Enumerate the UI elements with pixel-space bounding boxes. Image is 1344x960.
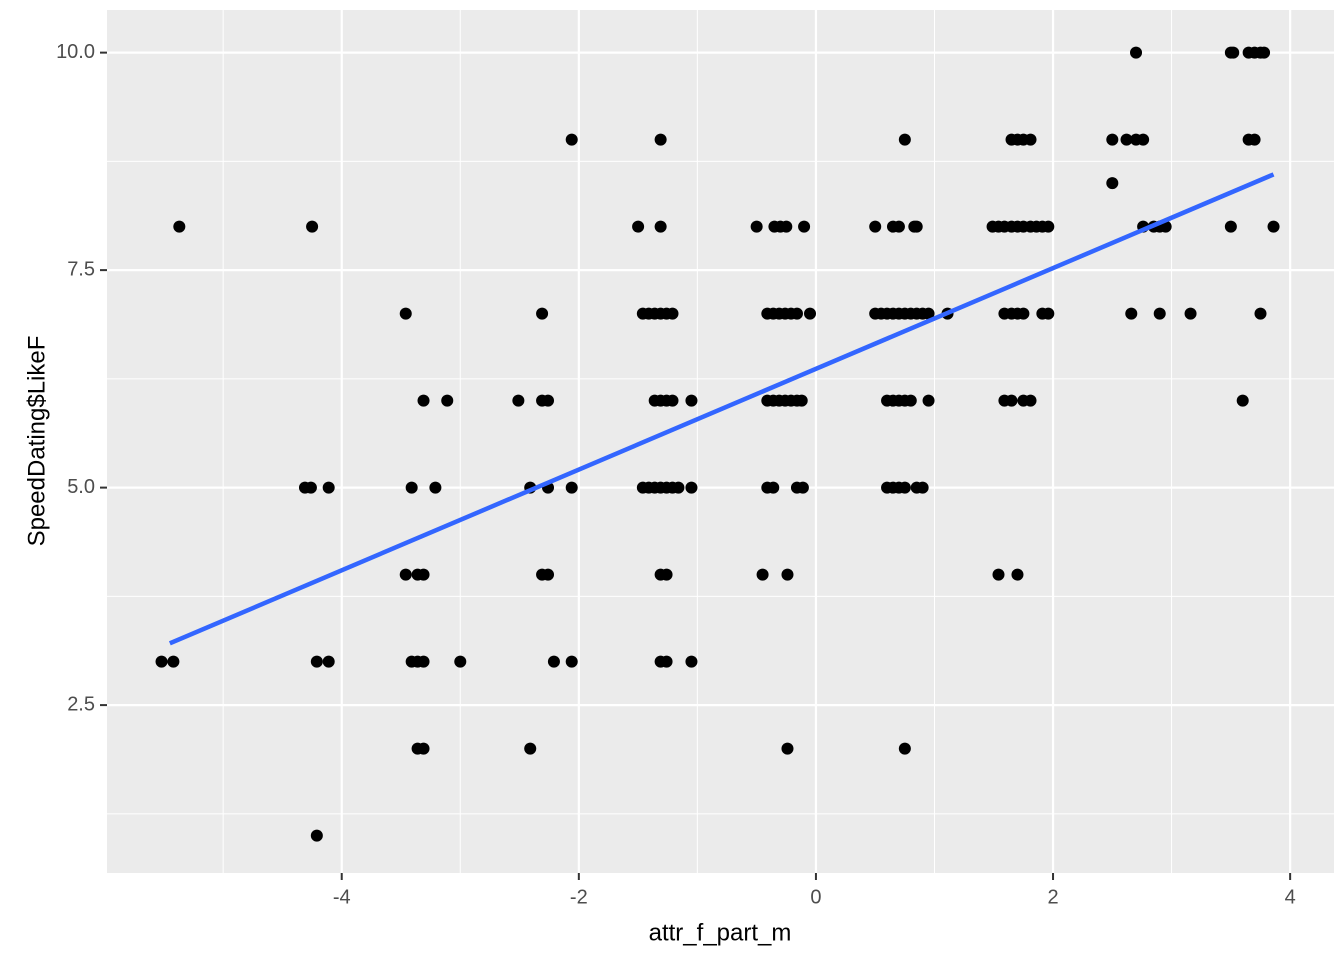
point bbox=[429, 481, 442, 494]
point bbox=[565, 481, 578, 494]
point bbox=[405, 481, 418, 494]
fit-line bbox=[168, 172, 1275, 646]
x-tick-label: -4 bbox=[333, 886, 351, 908]
point bbox=[1267, 220, 1280, 233]
point bbox=[1137, 133, 1150, 146]
point bbox=[173, 220, 186, 233]
point bbox=[685, 481, 698, 494]
point bbox=[1011, 568, 1024, 581]
point bbox=[547, 655, 560, 668]
point bbox=[1227, 46, 1240, 59]
x-tick-label: 2 bbox=[1047, 886, 1058, 908]
point bbox=[898, 481, 911, 494]
point bbox=[790, 307, 803, 320]
point bbox=[310, 829, 323, 842]
x-tick-label: 4 bbox=[1285, 886, 1296, 908]
point bbox=[1153, 307, 1166, 320]
point bbox=[322, 481, 335, 494]
point bbox=[1236, 394, 1249, 407]
point bbox=[898, 742, 911, 755]
point bbox=[756, 568, 769, 581]
x-tick-label: 0 bbox=[810, 886, 821, 908]
point bbox=[536, 307, 549, 320]
point bbox=[1248, 133, 1261, 146]
y-tick-label: 2.5 bbox=[67, 693, 95, 715]
point bbox=[654, 220, 667, 233]
point bbox=[922, 307, 935, 320]
point bbox=[798, 220, 811, 233]
point bbox=[565, 655, 578, 668]
point bbox=[1042, 220, 1055, 233]
point bbox=[322, 655, 335, 668]
point bbox=[310, 655, 323, 668]
point bbox=[1106, 133, 1119, 146]
point bbox=[750, 220, 763, 233]
point bbox=[1224, 220, 1237, 233]
grid bbox=[107, 10, 1334, 873]
x-tick-label: -2 bbox=[570, 886, 588, 908]
point bbox=[542, 568, 555, 581]
point bbox=[804, 307, 817, 320]
point bbox=[660, 655, 673, 668]
point bbox=[1017, 307, 1030, 320]
point bbox=[869, 220, 882, 233]
point bbox=[780, 220, 793, 233]
point bbox=[542, 394, 555, 407]
point bbox=[1254, 307, 1267, 320]
point bbox=[1184, 307, 1197, 320]
panel bbox=[107, 10, 1334, 873]
point bbox=[892, 220, 905, 233]
marks bbox=[155, 46, 1280, 842]
point bbox=[654, 133, 667, 146]
point bbox=[660, 568, 673, 581]
point bbox=[904, 394, 917, 407]
point bbox=[910, 220, 923, 233]
point bbox=[417, 742, 430, 755]
point bbox=[1106, 177, 1119, 190]
point bbox=[685, 394, 698, 407]
point bbox=[666, 307, 679, 320]
point bbox=[632, 220, 645, 233]
point bbox=[565, 133, 578, 146]
point bbox=[685, 655, 698, 668]
y-axis-title: SpeedDating$LikeF bbox=[23, 336, 50, 547]
point bbox=[898, 133, 911, 146]
point bbox=[1258, 46, 1271, 59]
point bbox=[399, 568, 412, 581]
point bbox=[304, 481, 317, 494]
y-tick-label: 5.0 bbox=[67, 476, 95, 498]
point bbox=[781, 568, 794, 581]
point bbox=[922, 394, 935, 407]
point bbox=[1005, 394, 1018, 407]
point bbox=[417, 568, 430, 581]
point bbox=[1125, 307, 1138, 320]
point bbox=[454, 655, 467, 668]
point bbox=[666, 394, 679, 407]
point bbox=[512, 394, 525, 407]
point bbox=[524, 742, 537, 755]
point bbox=[306, 220, 319, 233]
point bbox=[992, 568, 1005, 581]
point bbox=[417, 655, 430, 668]
point bbox=[916, 481, 929, 494]
x-axis-title: attr_f_part_m bbox=[649, 919, 792, 946]
point bbox=[1024, 394, 1037, 407]
y-tick-label: 10.0 bbox=[56, 41, 95, 63]
y-tick-label: 7.5 bbox=[67, 258, 95, 280]
point bbox=[417, 394, 430, 407]
point bbox=[167, 655, 180, 668]
point bbox=[1130, 46, 1143, 59]
point bbox=[795, 394, 808, 407]
point bbox=[767, 481, 780, 494]
point bbox=[1024, 133, 1037, 146]
point bbox=[155, 655, 168, 668]
point bbox=[796, 481, 809, 494]
point bbox=[441, 394, 454, 407]
point bbox=[399, 307, 412, 320]
point bbox=[1042, 307, 1055, 320]
point bbox=[672, 481, 685, 494]
point bbox=[1120, 133, 1133, 146]
point bbox=[781, 742, 794, 755]
